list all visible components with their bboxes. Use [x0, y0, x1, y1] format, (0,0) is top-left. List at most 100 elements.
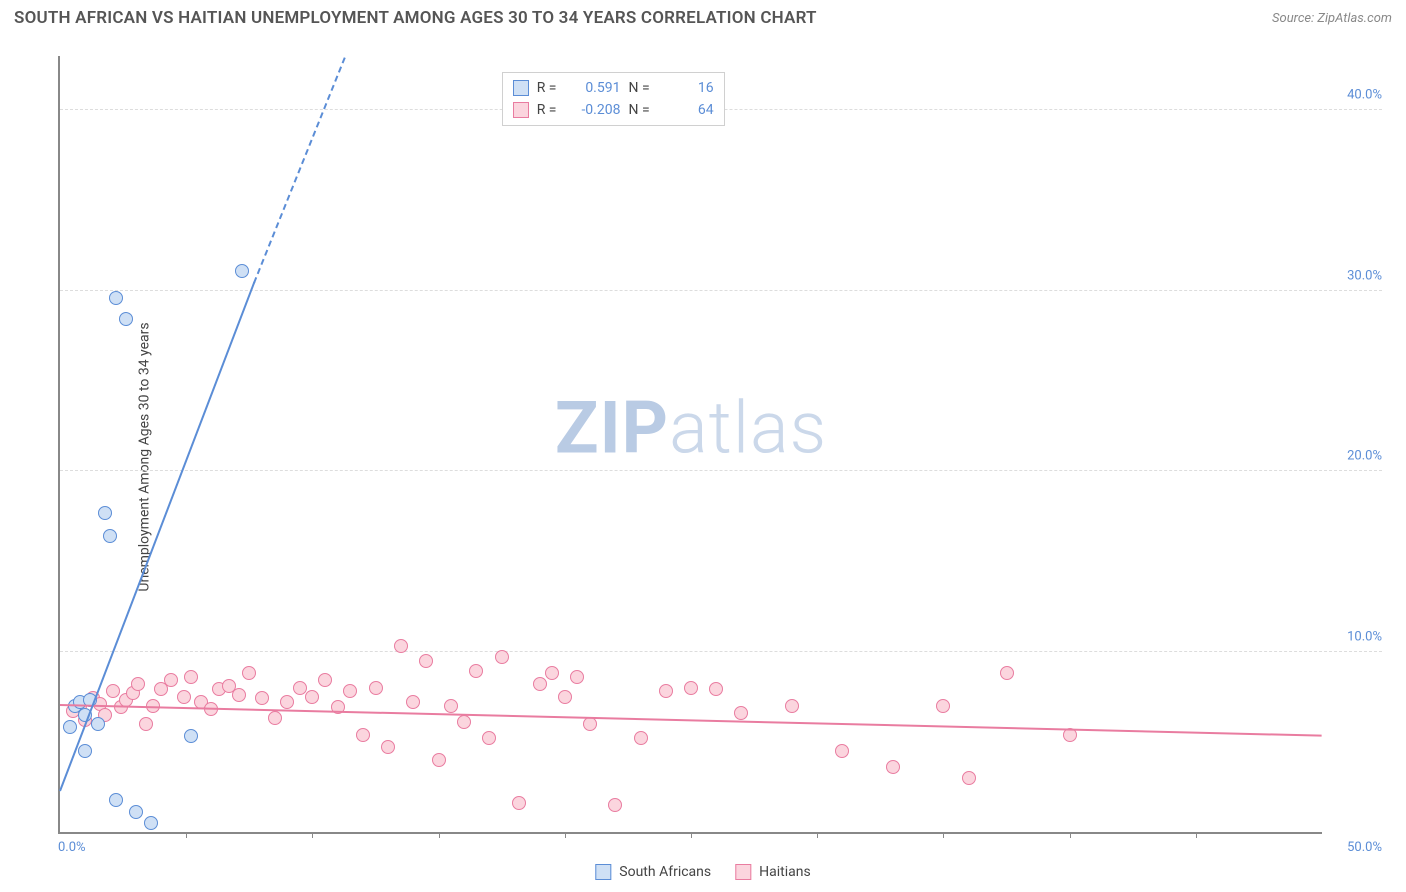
x-tick	[439, 832, 440, 838]
data-point-haitians	[369, 681, 383, 695]
legend-haitians: Haitians	[735, 864, 811, 880]
data-point-south-africans	[98, 506, 112, 520]
gridline	[60, 651, 1382, 652]
x-axis-labels: 0.0% 50.0%	[58, 840, 1322, 860]
chart-title: SOUTH AFRICAN VS HAITIAN UNEMPLOYMENT AM…	[14, 8, 817, 28]
data-point-south-africans	[78, 744, 92, 758]
n-label: N =	[628, 77, 649, 99]
data-point-haitians	[608, 798, 622, 812]
data-point-haitians	[184, 670, 198, 684]
x-tick	[186, 832, 187, 838]
data-point-haitians	[268, 711, 282, 725]
gridline	[60, 290, 1382, 291]
data-point-haitians	[558, 690, 572, 704]
data-point-haitians	[659, 684, 673, 698]
legend-label: Haitians	[759, 864, 811, 880]
x-tick	[312, 832, 313, 838]
data-point-haitians	[962, 771, 976, 785]
legend-south-africans: South Africans	[595, 864, 711, 880]
r-value: 0.591	[564, 77, 620, 99]
data-point-haitians	[512, 796, 526, 810]
data-point-south-africans	[184, 729, 198, 743]
stats-row-haitians: R = -0.208 N = 64	[513, 99, 714, 121]
x-tick	[1196, 832, 1197, 838]
data-point-haitians	[318, 673, 332, 687]
data-point-haitians	[164, 673, 178, 687]
y-tick-label: 30.0%	[1347, 268, 1382, 283]
plot-region: ZIPatlas 10.0%20.0%30.0%40.0%R =0.591N =…	[58, 56, 1322, 834]
data-point-haitians	[381, 740, 395, 754]
stats-box: R = 0.591 N = 16 R = -0.208 N = 64	[502, 72, 725, 126]
data-point-haitians	[255, 691, 269, 705]
data-point-haitians	[232, 688, 246, 702]
data-point-haitians	[406, 695, 420, 709]
data-point-haitians	[570, 670, 584, 684]
n-value: 16	[658, 77, 714, 99]
chart-area: Unemployment Among Ages 30 to 34 years Z…	[14, 36, 1392, 878]
y-tick-label: 10.0%	[1347, 629, 1382, 644]
data-point-haitians	[419, 654, 433, 668]
r-label: R =	[537, 77, 557, 99]
data-point-haitians	[886, 760, 900, 774]
x-axis-end: 50.0%	[1347, 840, 1382, 855]
n-value: 64	[658, 99, 714, 121]
data-point-south-africans	[63, 720, 77, 734]
data-point-haitians	[293, 681, 307, 695]
x-axis-start: 0.0%	[58, 840, 86, 855]
data-point-haitians	[343, 684, 357, 698]
trend-line	[59, 282, 255, 792]
y-tick-label: 20.0%	[1347, 449, 1382, 464]
data-point-haitians	[106, 684, 120, 698]
data-point-haitians	[139, 717, 153, 731]
data-point-haitians	[280, 695, 294, 709]
data-point-haitians	[177, 690, 191, 704]
x-tick	[691, 832, 692, 838]
data-point-haitians	[444, 699, 458, 713]
data-point-haitians	[785, 699, 799, 713]
data-point-haitians	[684, 681, 698, 695]
data-point-haitians	[394, 639, 408, 653]
y-tick-label: 40.0%	[1347, 88, 1382, 103]
data-point-haitians	[734, 706, 748, 720]
data-point-haitians	[356, 728, 370, 742]
data-point-haitians	[469, 664, 483, 678]
swatch-icon	[735, 864, 751, 880]
legend-label: South Africans	[619, 864, 711, 880]
source-credit: Source: ZipAtlas.com	[1272, 11, 1392, 26]
data-point-haitians	[305, 690, 319, 704]
swatch-icon	[595, 864, 611, 880]
data-point-haitians	[131, 677, 145, 691]
data-point-south-africans	[144, 816, 158, 830]
data-point-haitians	[1000, 666, 1014, 680]
data-point-south-africans	[109, 793, 123, 807]
n-label: N =	[628, 99, 649, 121]
gridline	[60, 470, 1382, 471]
data-point-south-africans	[103, 529, 117, 543]
x-tick	[943, 832, 944, 838]
watermark: ZIPatlas	[555, 386, 827, 471]
data-point-haitians	[432, 753, 446, 767]
trend-line	[60, 704, 1322, 737]
data-point-haitians	[242, 666, 256, 680]
data-point-haitians	[495, 650, 509, 664]
data-point-south-africans	[235, 264, 249, 278]
trend-line-extrapolated	[253, 57, 346, 283]
data-point-south-africans	[109, 291, 123, 305]
x-tick	[1070, 832, 1071, 838]
data-point-south-africans	[129, 805, 143, 819]
data-point-haitians	[533, 677, 547, 691]
data-point-haitians	[709, 682, 723, 696]
data-point-haitians	[545, 666, 559, 680]
data-point-haitians	[835, 744, 849, 758]
data-point-south-africans	[119, 312, 133, 326]
swatch-icon	[513, 102, 529, 118]
r-value: -0.208	[564, 99, 620, 121]
stats-row-south_africans: R = 0.591 N = 16	[513, 77, 714, 99]
legend: South Africans Haitians	[595, 864, 810, 880]
r-label: R =	[537, 99, 557, 121]
swatch-icon	[513, 80, 529, 96]
data-point-haitians	[457, 715, 471, 729]
x-tick	[817, 832, 818, 838]
data-point-haitians	[936, 699, 950, 713]
data-point-haitians	[482, 731, 496, 745]
